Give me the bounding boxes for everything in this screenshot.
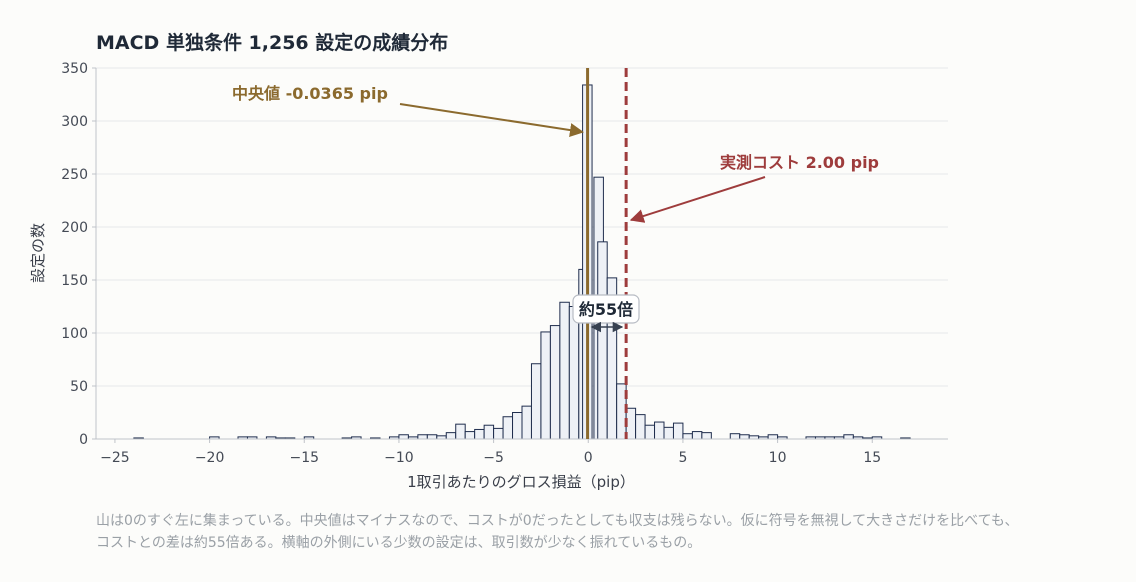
median-arrow (399, 103, 584, 138)
histogram-bar (663, 426, 674, 440)
histogram-bar (483, 424, 495, 440)
histogram-bar (540, 331, 551, 440)
x-tick-label: −10 (384, 450, 414, 466)
ratio-label: 約55倍 (579, 300, 633, 319)
y-tick-label: 100 (61, 326, 88, 342)
x-tick-label: 15 (863, 450, 881, 466)
cost-arrow (629, 176, 766, 223)
histogram-bar (455, 423, 466, 440)
cost-annotation: 実測コスト 2.00 pip (720, 153, 879, 172)
histogram-bar (445, 432, 457, 440)
y-axis-label: 設定の数 (29, 223, 47, 283)
y-axis: 0 50 100 150 200 250 300 350 (61, 61, 97, 448)
x-tick-label: 5 (678, 450, 687, 466)
grid-lines (96, 67, 948, 387)
caption: 山は0のすぐ左に集まっている。中央値はマイナスなので、コストが0だったとしても収… (96, 510, 1116, 554)
histogram-bar (568, 306, 580, 440)
histogram-bar (644, 424, 656, 440)
y-tick-label: 300 (61, 114, 88, 130)
histogram-bar (701, 432, 712, 440)
x-tick-label: −15 (289, 450, 319, 466)
histogram-chart: 0 50 100 150 200 250 300 350 −25 −20 −15 −10 −5 0 5 10… (29, 61, 948, 491)
histogram-bar (691, 431, 703, 440)
median-annotation: 中央値 -0.0365 pip (232, 84, 388, 103)
histogram-bar (767, 434, 779, 440)
x-tick-label: −25 (100, 450, 130, 466)
y-tick-label: 200 (61, 220, 88, 236)
histogram-bar (672, 422, 684, 440)
y-tick-label: 0 (79, 432, 88, 448)
annotations: 中央値 -0.0365 pip 実測コスト 2.00 pip 約55倍 (232, 84, 879, 333)
histogram-bar (729, 433, 741, 440)
histogram-bar (635, 414, 646, 440)
histogram-bar (549, 325, 561, 440)
histogram-bar (426, 434, 438, 440)
histogram-bar (559, 301, 570, 440)
x-tick-label: 10 (769, 450, 787, 466)
histogram-bar (398, 434, 409, 440)
histogram-bar (417, 434, 428, 440)
histogram-bar (502, 416, 514, 440)
histogram-bar (474, 428, 485, 440)
caption-line: コストとの差は約55倍ある。横軸の外側にいる少数の設定は、取引数が少なく振れてい… (96, 535, 702, 551)
y-tick-label: 50 (70, 379, 88, 395)
histogram-bar (597, 241, 608, 440)
histogram-bar (521, 405, 532, 440)
x-axis-label: 1取引あたりのグロス損益（pip） (407, 473, 635, 491)
histogram-bar (464, 431, 476, 440)
histogram-bar (654, 421, 665, 440)
y-tick-label: 250 (61, 167, 88, 183)
histogram-bar (493, 427, 504, 440)
histogram-bar (512, 412, 523, 440)
histogram-bar (530, 363, 542, 440)
histogram-bar (843, 434, 854, 440)
x-axis: −25 −20 −15 −10 −5 0 5 10 15 (96, 438, 948, 466)
y-tick-label: 350 (61, 61, 88, 77)
x-tick-label: 0 (584, 450, 593, 466)
chart-title: MACD 単独条件 1,256 設定の成績分布 (96, 32, 449, 54)
histogram-bar (739, 434, 750, 440)
x-tick-label: −5 (483, 450, 504, 466)
histogram-bar (682, 433, 693, 440)
caption-line: 山は0のすぐ左に集まっている。中央値はマイナスなので、コストが0だったとしても収… (96, 513, 1019, 529)
reference-lines (586, 68, 628, 439)
y-tick-label: 150 (61, 273, 88, 289)
x-tick-label: −20 (195, 450, 225, 466)
